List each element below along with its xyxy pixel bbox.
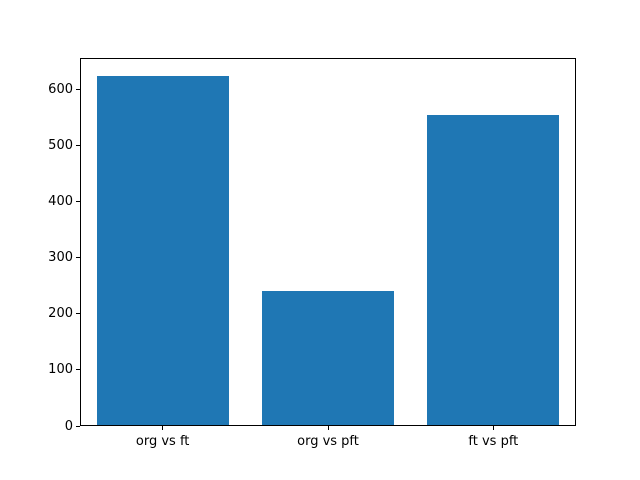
y-tick-mark	[76, 313, 80, 315]
x-tick-label: ft vs pft	[468, 434, 519, 449]
bar-ft-vs-pft	[426, 115, 559, 425]
bar-org-vs-ft	[97, 76, 230, 425]
bar-org-vs-pft	[262, 291, 394, 425]
x-tick-label: org vs pft	[297, 434, 359, 449]
y-tick-mark	[76, 369, 80, 371]
y-tick-label: 500	[48, 138, 73, 153]
plot-area	[80, 58, 576, 426]
y-tick-label: 200	[48, 306, 73, 322]
y-tick-mark	[76, 425, 80, 427]
x-tick-mark	[162, 426, 164, 430]
y-tick-label: 100	[48, 362, 73, 378]
x-tick-mark	[327, 426, 329, 430]
y-tick-label: 600	[48, 81, 73, 97]
x-tick-label: org vs ft	[135, 434, 190, 449]
y-tick-mark	[76, 145, 80, 146]
y-tick-label: 0	[64, 418, 73, 434]
y-tick-mark	[76, 257, 80, 259]
y-tick-mark	[76, 201, 80, 203]
y-tick-mark	[76, 88, 80, 90]
x-tick-mark	[492, 426, 494, 430]
y-tick-label: 400	[48, 194, 73, 210]
y-tick-label: 300	[48, 250, 73, 266]
